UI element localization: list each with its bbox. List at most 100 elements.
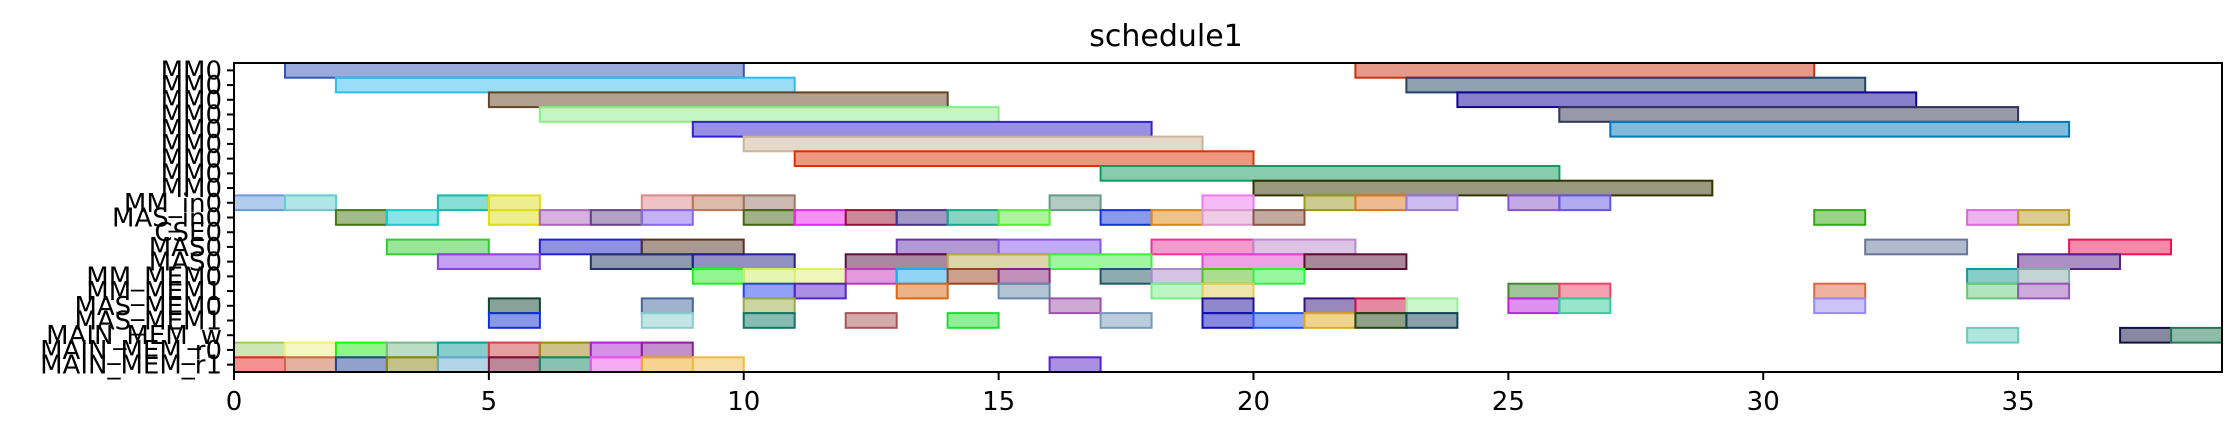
y-tick-label: MM_MEM0 bbox=[86, 262, 222, 292]
task-bar-47 bbox=[385, 238, 490, 256]
y-tick-label: CSE0 bbox=[154, 218, 222, 248]
y-tick-label: MAS_in0 bbox=[112, 204, 222, 234]
task-bar-72 bbox=[1099, 268, 1153, 285]
task-bar-131 bbox=[640, 356, 694, 373]
task-bar-54 bbox=[1864, 238, 1969, 256]
task-bar-85 bbox=[1558, 282, 1612, 300]
task-bar-61 bbox=[1048, 253, 1153, 271]
task-bar-69 bbox=[895, 268, 949, 285]
task-bar-35 bbox=[793, 209, 847, 226]
task-bar-97 bbox=[1507, 297, 1561, 315]
bars-layer bbox=[233, 62, 2223, 373]
y-tick-label: MAS0 bbox=[149, 248, 222, 278]
y-tick-label: MM0 bbox=[161, 56, 222, 86]
y-tick-label: MM_in0 bbox=[124, 189, 222, 219]
task-bar-24 bbox=[1354, 194, 1408, 212]
y-tick-label: MM0 bbox=[161, 101, 222, 131]
task-bar-18 bbox=[640, 194, 694, 212]
task-bar-98 bbox=[1558, 297, 1612, 315]
x-tick-label: 15 bbox=[982, 387, 1015, 417]
task-bar-77 bbox=[2017, 268, 2071, 285]
task-bar-100 bbox=[487, 312, 541, 329]
task-bar-4 bbox=[487, 91, 949, 109]
task-bar-37 bbox=[895, 209, 949, 226]
task-bar-92 bbox=[1048, 297, 1102, 315]
x-tick-label: 0 bbox=[226, 387, 243, 417]
task-bar-120 bbox=[538, 341, 592, 359]
task-bar-19 bbox=[691, 194, 745, 212]
task-bar-65 bbox=[691, 268, 745, 285]
x-axis: 0 5 10 15 20 25 30 35 bbox=[226, 372, 2035, 417]
task-bar-60 bbox=[946, 253, 1051, 271]
task-bar-90 bbox=[640, 297, 694, 315]
task-bar-80 bbox=[895, 282, 949, 300]
task-bar-62 bbox=[1201, 253, 1306, 271]
task-bar-115 bbox=[284, 341, 337, 359]
task-bar-78 bbox=[742, 282, 796, 300]
task-bar-76 bbox=[1966, 268, 2020, 285]
task-bar-114 bbox=[233, 341, 286, 359]
task-bar-119 bbox=[487, 341, 541, 359]
task-bar-105 bbox=[1099, 312, 1153, 329]
y-tick-label: MM0 bbox=[161, 115, 222, 145]
task-bar-51 bbox=[997, 238, 1102, 256]
task-bar-103 bbox=[844, 312, 898, 329]
chart-title: schedule1 bbox=[1089, 19, 1243, 54]
task-bar-63 bbox=[1303, 253, 1408, 271]
task-bar-30 bbox=[487, 209, 541, 226]
task-bar-94 bbox=[1303, 297, 1357, 315]
task-bar-88 bbox=[2017, 282, 2071, 300]
task-bar-66 bbox=[742, 268, 796, 285]
task-bar-11 bbox=[793, 150, 1255, 168]
x-tick-label: 30 bbox=[1747, 387, 1780, 417]
task-bar-9 bbox=[1609, 120, 2071, 138]
task-bar-133 bbox=[1048, 356, 1102, 373]
task-bar-1 bbox=[1354, 62, 1816, 79]
task-bar-12 bbox=[1099, 165, 1561, 182]
task-bar-71 bbox=[997, 268, 1051, 285]
task-bar-113 bbox=[2170, 326, 2223, 344]
x-tick-label: 10 bbox=[727, 387, 760, 417]
plot-frame bbox=[233, 62, 2223, 373]
task-bar-43 bbox=[1252, 209, 1306, 226]
task-bar-75 bbox=[1252, 268, 1306, 285]
x-tick-label: 20 bbox=[1237, 387, 1270, 417]
task-bar-52 bbox=[1150, 238, 1255, 256]
y-axis-labels: MM0MM0MM0MM0MM0MM0MM0MM0MM0MM_in0MAS_in0… bbox=[40, 56, 234, 381]
x-tick-label: 5 bbox=[481, 387, 498, 417]
task-bar-10 bbox=[742, 135, 1204, 153]
task-bar-2 bbox=[334, 76, 796, 94]
task-bar-130 bbox=[589, 356, 643, 373]
task-bar-89 bbox=[487, 297, 541, 315]
y-tick-label: MM0 bbox=[161, 145, 222, 175]
task-bar-38 bbox=[946, 209, 1000, 226]
task-bar-41 bbox=[1150, 209, 1204, 226]
task-bar-29 bbox=[385, 209, 439, 226]
task-bar-44 bbox=[1813, 209, 1867, 226]
task-bar-42 bbox=[1201, 209, 1255, 226]
task-bar-108 bbox=[1303, 312, 1357, 329]
task-bar-20 bbox=[742, 194, 796, 212]
task-bar-125 bbox=[334, 356, 388, 373]
task-bar-118 bbox=[436, 341, 490, 359]
task-bar-13 bbox=[1252, 179, 1714, 197]
task-bar-74 bbox=[1201, 268, 1255, 285]
task-bar-84 bbox=[1507, 282, 1561, 300]
task-bar-57 bbox=[589, 253, 694, 271]
task-bar-32 bbox=[589, 209, 643, 226]
y-tick-label: MM0 bbox=[161, 71, 222, 101]
task-bar-50 bbox=[895, 238, 1000, 256]
task-bar-40 bbox=[1099, 209, 1153, 226]
task-bar-81 bbox=[997, 282, 1051, 300]
task-bar-117 bbox=[385, 341, 439, 359]
task-bar-67 bbox=[793, 268, 847, 285]
x-tick-label: 35 bbox=[2002, 387, 2035, 417]
task-bar-95 bbox=[1354, 297, 1408, 315]
task-bar-104 bbox=[946, 312, 1000, 329]
task-bar-7 bbox=[1558, 106, 2020, 123]
task-bar-53 bbox=[1252, 238, 1357, 256]
task-bar-91 bbox=[742, 297, 796, 315]
y-tick-label: MAIN_MEM_w bbox=[46, 321, 222, 351]
task-bar-111 bbox=[1966, 326, 2020, 344]
task-bar-122 bbox=[640, 341, 694, 359]
